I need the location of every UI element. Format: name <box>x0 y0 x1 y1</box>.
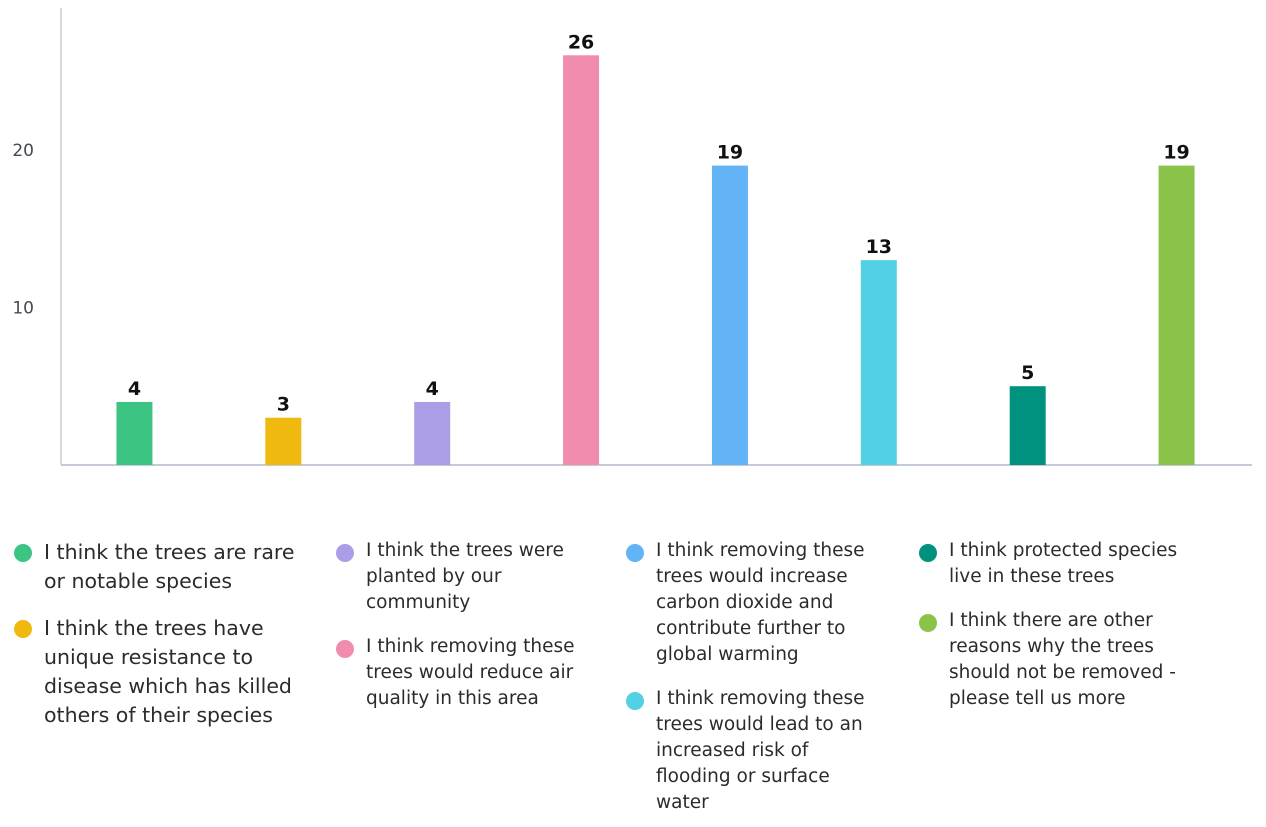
legend-column-2: I think the trees were planted by our co… <box>336 538 596 712</box>
legend-item-planted-by-community[interactable]: I think the trees were planted by our co… <box>336 538 596 616</box>
legend-label: I think removing these trees would reduc… <box>366 636 575 709</box>
legend-item-flooding[interactable]: I think removing these trees would lead … <box>626 686 886 816</box>
bar-value-label: 4 <box>426 378 439 400</box>
bar[interactable] <box>414 401 451 465</box>
legend-item-disease-resistance[interactable]: I think the trees have unique resistance… <box>14 614 299 730</box>
bar-value-label: 13 <box>866 236 892 258</box>
legend-label: I think the trees have unique resistance… <box>44 616 292 727</box>
legend-label: I think there are other reasons why the … <box>949 610 1176 709</box>
bar[interactable] <box>1158 165 1195 465</box>
data-labels: 4 3 4 26 19 13 5 19 <box>128 31 1190 415</box>
bar[interactable] <box>563 55 600 465</box>
legend-label: I think removing these trees would incre… <box>656 540 865 665</box>
bar[interactable] <box>116 401 153 465</box>
legend-dot-icon <box>919 544 937 562</box>
y-tick-label: 10 <box>12 298 34 318</box>
legend-item-protected-species[interactable]: I think protected species live in these … <box>919 538 1179 590</box>
y-tick-label: 20 <box>12 141 34 161</box>
bar[interactable] <box>1009 386 1046 465</box>
legend-dot-icon <box>336 544 354 562</box>
legend-item-rare-species[interactable]: I think the trees are rare or notable sp… <box>14 538 299 596</box>
legend-label: I think removing these trees would lead … <box>656 688 865 813</box>
bar-chart: 10 20 4 3 4 26 19 13 5 19 <box>12 8 1252 466</box>
legend-dot-icon <box>14 544 32 562</box>
bar[interactable] <box>860 260 897 465</box>
legend-item-air-quality[interactable]: I think removing these trees would reduc… <box>336 634 596 712</box>
bar-value-label: 4 <box>128 378 141 400</box>
legend-dot-icon <box>919 614 937 632</box>
bar-value-label: 26 <box>568 31 594 53</box>
legend-dot-icon <box>336 640 354 658</box>
legend-column-1: I think the trees are rare or notable sp… <box>14 538 299 730</box>
bar-value-label: 19 <box>1163 142 1189 164</box>
legend-dot-icon <box>14 620 32 638</box>
legend-column-3: I think removing these trees would incre… <box>626 538 886 816</box>
bar-value-label: 5 <box>1021 362 1034 384</box>
legend-label: I think the trees are rare or notable sp… <box>44 540 295 593</box>
legend-item-carbon-dioxide[interactable]: I think removing these trees would incre… <box>626 538 886 668</box>
bar-value-label: 3 <box>277 394 290 416</box>
bar[interactable] <box>711 165 748 465</box>
y-axis-ticks: 10 20 <box>12 141 34 319</box>
legend-label: I think protected species live in these … <box>949 540 1178 587</box>
legend-dot-icon <box>626 692 644 710</box>
bar[interactable] <box>265 417 302 465</box>
legend-column-4: I think protected species live in these … <box>919 538 1179 712</box>
bar-value-label: 19 <box>717 142 743 164</box>
legend-label: I think the trees were planted by our co… <box>366 540 564 613</box>
bars <box>116 55 1195 465</box>
legend-dot-icon <box>626 544 644 562</box>
legend-item-other-reasons[interactable]: I think there are other reasons why the … <box>919 608 1179 712</box>
